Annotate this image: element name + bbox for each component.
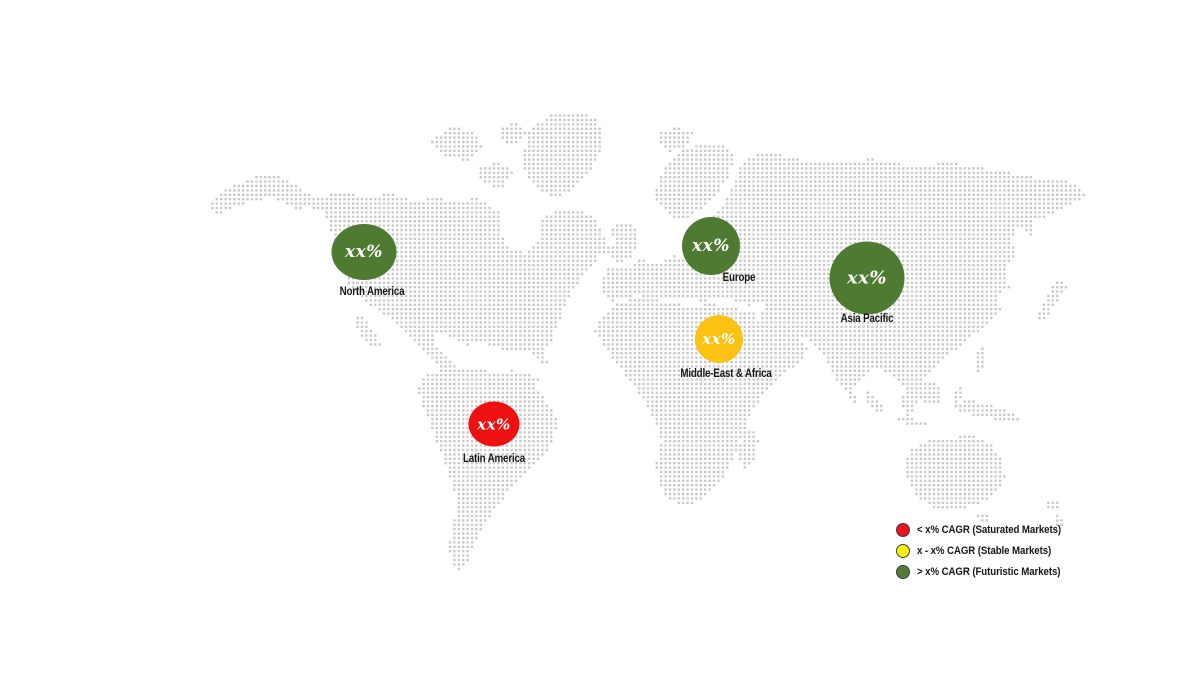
region-label-middle-east-africa: Middle-East & Africa — [680, 368, 772, 380]
legend-label: < x% CAGR (Saturated Markets) — [917, 524, 1062, 536]
legend-item-saturated: < x% CAGR (Saturated Markets) — [896, 523, 1081, 537]
region-bubble-north-america: xx% — [331, 224, 397, 280]
region-label-europe: Europe — [722, 272, 756, 284]
map-legend: < x% CAGR (Saturated Markets) x - x% CAG… — [896, 523, 1081, 586]
region-cagr-value: xx% — [702, 330, 736, 348]
legend-yellow-circle-icon — [896, 544, 910, 558]
legend-label: > x% CAGR (Futuristic Markets) — [917, 566, 1061, 578]
region-label-north-america: North America — [339, 286, 405, 298]
legend-label: x - x% CAGR (Stable Markets) — [917, 545, 1052, 557]
region-cagr-value: xx% — [692, 236, 730, 256]
legend-green-circle-icon — [896, 565, 910, 579]
region-cagr-value: xx% — [477, 415, 511, 433]
region-cagr-value: xx% — [846, 267, 888, 289]
region-label-latin-america: Latin America — [462, 453, 526, 465]
region-label-asia-pacific: Asia Pacific — [840, 313, 894, 325]
region-bubble-latin-america: xx% — [468, 401, 520, 447]
legend-item-stable: x - x% CAGR (Stable Markets) — [896, 544, 1081, 558]
region-bubble-middle-east-africa: xx% — [695, 315, 743, 363]
region-cagr-value: xx% — [345, 242, 383, 262]
region-bubble-asia-pacific: xx% — [829, 241, 905, 315]
dotted-continents — [211, 114, 1085, 571]
region-bubble-europe: xx% — [682, 217, 740, 275]
legend-item-futuristic: > x% CAGR (Futuristic Markets) — [896, 565, 1081, 579]
legend-red-circle-icon — [896, 523, 910, 537]
